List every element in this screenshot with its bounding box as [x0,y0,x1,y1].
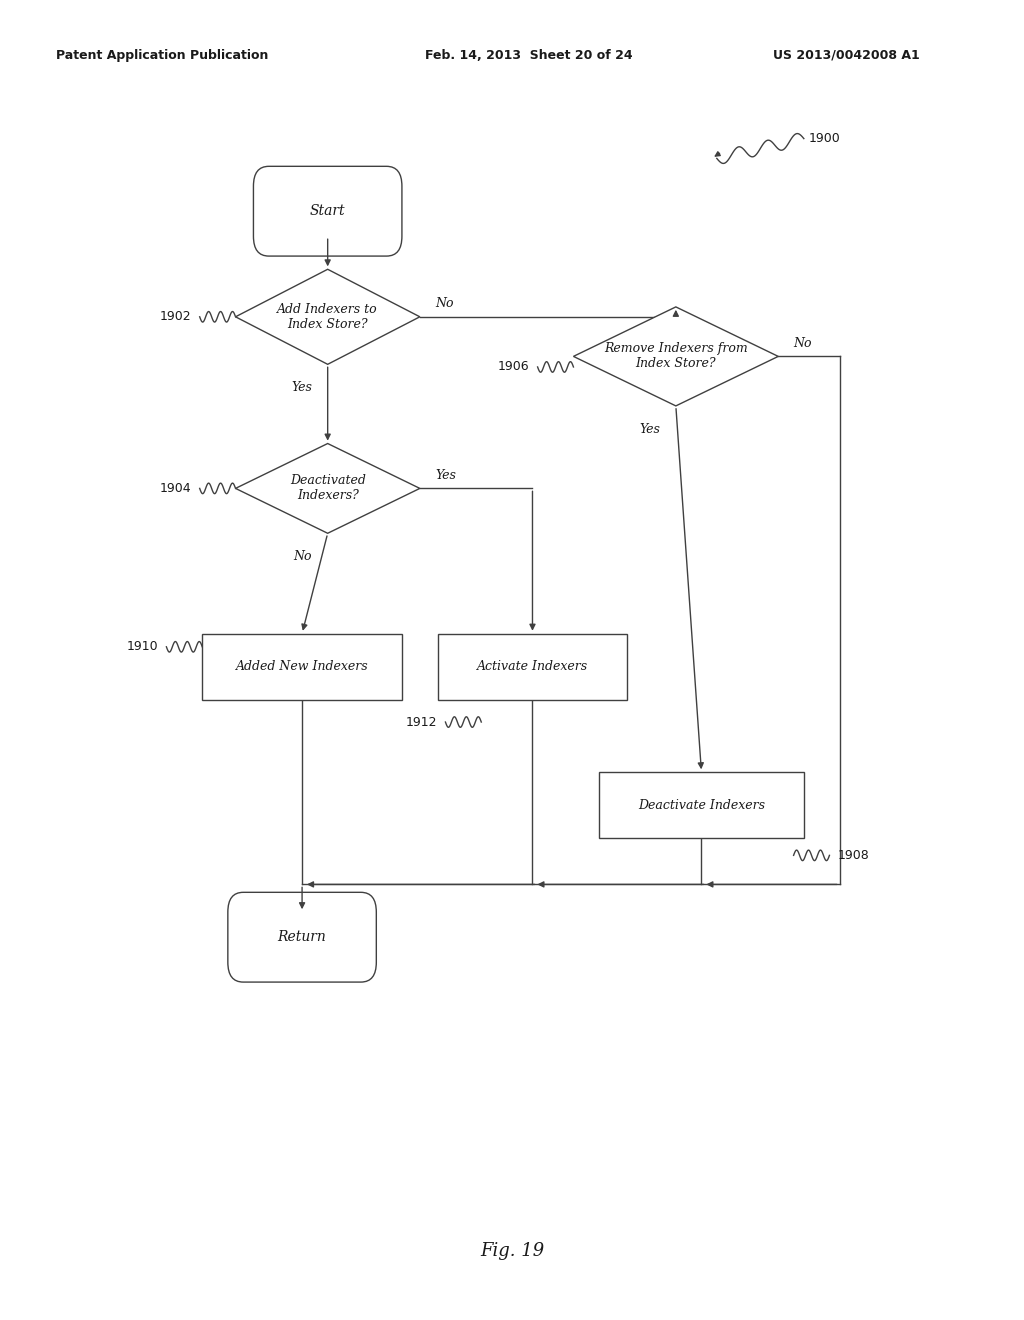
Text: Remove Indexers from
Index Store?: Remove Indexers from Index Store? [604,342,748,371]
Polygon shape [573,308,778,407]
FancyBboxPatch shape [254,166,401,256]
Text: 1910: 1910 [127,640,158,653]
Text: Fig. 19: Fig. 19 [480,1242,544,1261]
Text: Deactivated
Indexers?: Deactivated Indexers? [290,474,366,503]
Text: Deactivate Indexers: Deactivate Indexers [638,799,765,812]
Bar [599,772,804,838]
Text: Yes: Yes [640,422,660,436]
Text: Yes: Yes [435,469,456,482]
FancyBboxPatch shape [227,892,377,982]
Text: 1906: 1906 [498,360,529,374]
Text: No: No [293,550,311,564]
Bar [438,634,627,700]
Text: 1908: 1908 [838,849,869,862]
Text: Added New Indexers: Added New Indexers [236,660,369,673]
Text: 1912: 1912 [406,715,437,729]
Bar [202,634,401,700]
Text: Return: Return [278,931,327,944]
Text: Yes: Yes [292,381,312,395]
Polygon shape [236,269,420,364]
Text: Add Indexers to
Index Store?: Add Indexers to Index Store? [278,302,378,331]
Text: Activate Indexers: Activate Indexers [477,660,588,673]
Text: Patent Application Publication: Patent Application Publication [56,49,268,62]
Text: No: No [435,297,454,310]
Polygon shape [236,444,420,533]
Text: Start: Start [310,205,345,218]
Text: US 2013/0042008 A1: US 2013/0042008 A1 [773,49,920,62]
Text: Feb. 14, 2013  Sheet 20 of 24: Feb. 14, 2013 Sheet 20 of 24 [425,49,633,62]
Text: 1902: 1902 [160,310,191,323]
Text: No: No [794,337,812,350]
Text: 1900: 1900 [809,132,841,145]
Text: 1904: 1904 [160,482,191,495]
